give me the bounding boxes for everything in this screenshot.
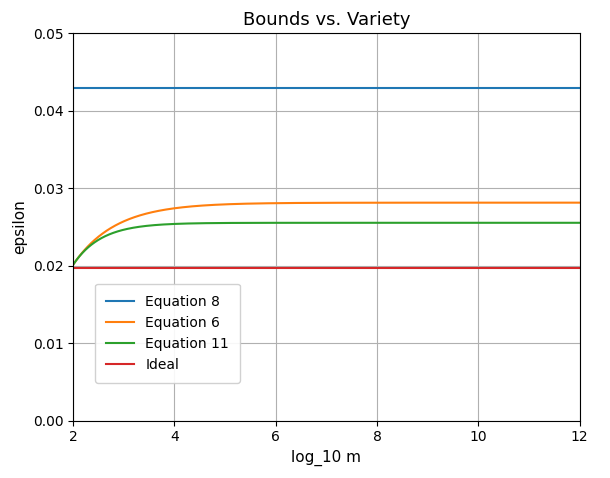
Equation 11 [473,220,481,226]
Equation 6 [417,200,425,206]
Ideal [464,265,472,271]
Equation 11 [274,220,282,226]
Equation 8 [274,85,282,90]
Equation 6 [70,262,77,268]
Ideal [274,265,282,271]
Line: Equation 6: Equation 6 [73,203,580,265]
Equation 6 [576,200,583,206]
Equation 11 [70,262,77,268]
Equation 6 [121,218,129,224]
Ideal [576,265,583,271]
Equation 11 [576,220,583,226]
Y-axis label: epsilon: epsilon [12,200,27,254]
Equation 6 [293,200,300,206]
Equation 8 [121,85,129,90]
Equation 6 [473,200,481,206]
Equation 11 [121,227,129,232]
Equation 8 [464,85,472,90]
Ideal [293,265,300,271]
Equation 8 [70,85,77,90]
Equation 6 [464,200,472,206]
Equation 6 [274,200,282,206]
Ideal [121,265,129,271]
X-axis label: log_10 m: log_10 m [292,450,361,466]
Title: Bounds vs. Variety: Bounds vs. Variety [243,11,410,29]
Legend: Equation 8, Equation 6, Equation 11, Ideal: Equation 8, Equation 6, Equation 11, Ide… [95,283,240,383]
Line: Equation 11: Equation 11 [73,223,580,265]
Equation 11 [464,220,472,226]
Equation 11 [417,220,425,226]
Equation 8 [293,85,300,90]
Ideal [70,265,77,271]
Equation 8 [417,85,425,90]
Ideal [417,265,425,271]
Equation 11 [293,220,300,226]
Equation 8 [473,85,481,90]
Equation 8 [576,85,583,90]
Ideal [473,265,481,271]
